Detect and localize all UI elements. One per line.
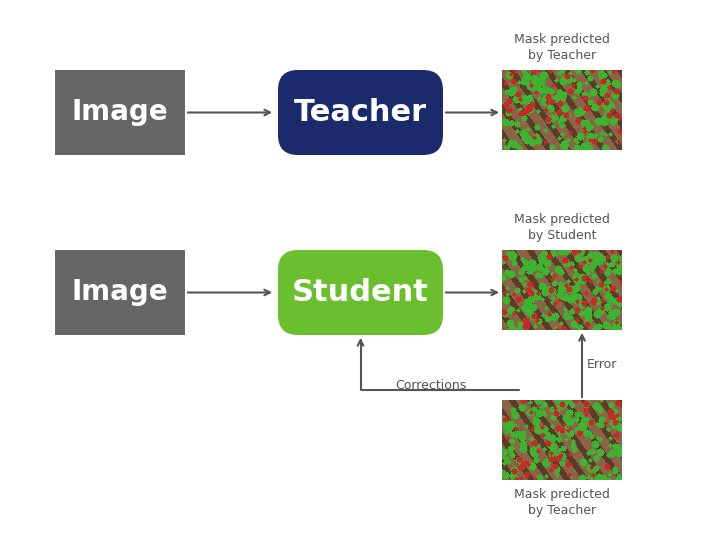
Text: Mask predicted
by Teacher: Mask predicted by Teacher xyxy=(514,33,610,62)
Text: Teacher: Teacher xyxy=(294,98,427,127)
Text: Mask predicted
by Teacher: Mask predicted by Teacher xyxy=(514,488,610,517)
Bar xyxy=(55,70,185,155)
Text: Student: Student xyxy=(292,278,429,307)
Text: Corrections: Corrections xyxy=(395,379,467,392)
Text: Error: Error xyxy=(587,359,617,372)
Text: Mask predicted
by Student: Mask predicted by Student xyxy=(514,213,610,242)
FancyBboxPatch shape xyxy=(278,250,443,335)
FancyBboxPatch shape xyxy=(278,70,443,155)
Text: Image: Image xyxy=(72,279,168,307)
Text: Image: Image xyxy=(72,98,168,126)
Bar xyxy=(55,250,185,335)
